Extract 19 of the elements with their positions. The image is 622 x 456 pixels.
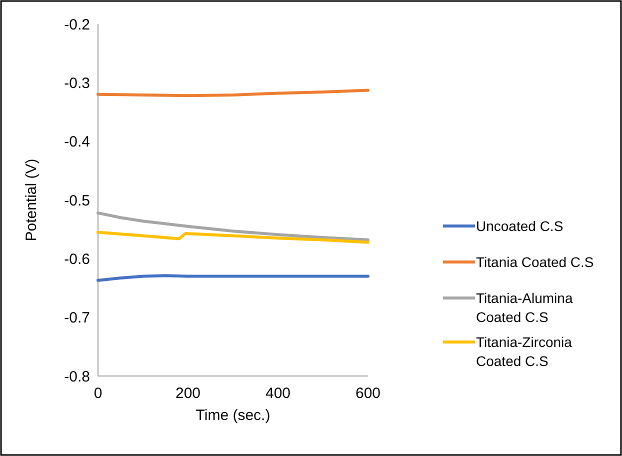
line-series: [96, 230, 370, 244]
y-tick-label: -0.3: [64, 74, 90, 92]
x-axis-title: Time (sec.): [196, 407, 270, 424]
legend-label: Titania-Zirconia Coated C.S: [476, 334, 572, 369]
y-tick-label: -0.4: [64, 134, 90, 151]
y-tick-label: -0.7: [64, 310, 90, 327]
x-tick-label: 0: [94, 385, 102, 402]
legend-label: Uncoated C.S: [476, 218, 564, 234]
y-tick-label: -0.6: [64, 250, 90, 268]
x-tick-label: 600: [355, 385, 381, 402]
line-series: [96, 211, 370, 242]
x-tick-label: 400: [265, 385, 291, 402]
y-tick-label: -0.2: [64, 16, 90, 34]
legend-label: Titania Coated C.S: [476, 254, 594, 270]
y-tick-label: -0.8: [64, 368, 90, 386]
x-tick-label: 200: [175, 385, 201, 402]
legend-label: Titania-Alumina Coated C.S: [476, 290, 573, 325]
y-axis-title: Potential (V): [23, 158, 40, 242]
y-tick-label: -0.5: [64, 192, 90, 210]
